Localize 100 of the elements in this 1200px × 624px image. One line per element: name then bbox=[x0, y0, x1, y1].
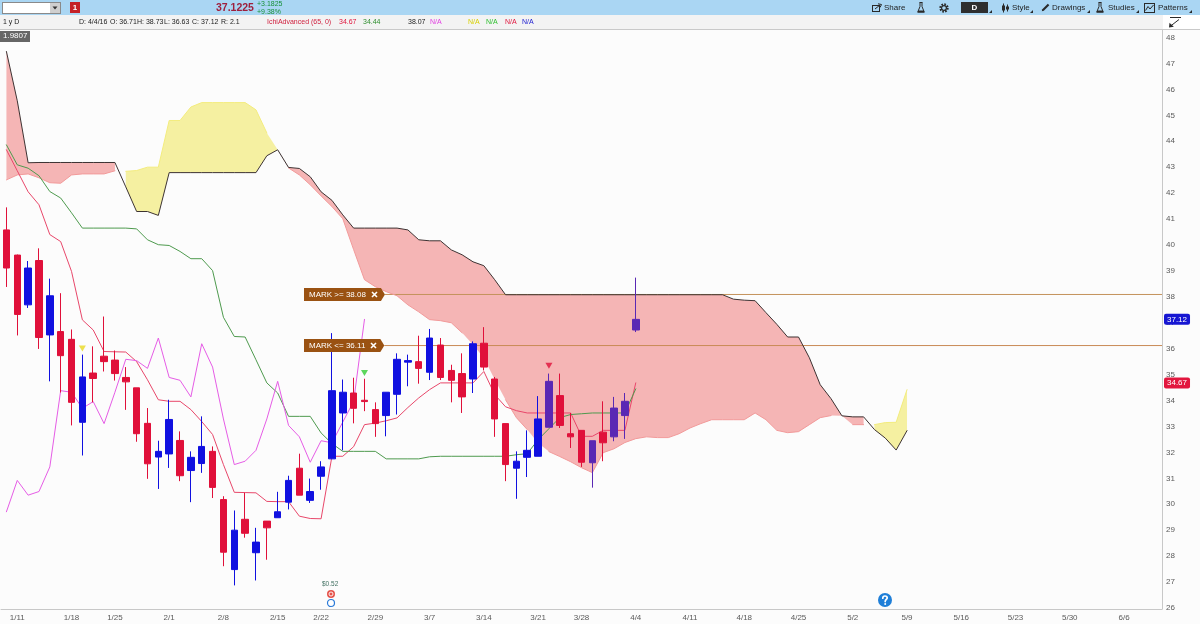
x-tick-label: 4/11 bbox=[682, 612, 699, 622]
y-tick-label: 40 bbox=[1166, 240, 1176, 250]
text: Drawings bbox=[1052, 2, 1086, 13]
candlestick bbox=[578, 429, 585, 468]
candlestick bbox=[502, 423, 509, 482]
candlestick bbox=[545, 373, 553, 428]
y-tick-label: 46 bbox=[1166, 84, 1176, 94]
y-tick-label: 36 bbox=[1166, 343, 1176, 353]
candlestick bbox=[68, 328, 75, 426]
candlestick bbox=[209, 445, 216, 499]
x-tick-label: 5/9 bbox=[901, 612, 914, 622]
x-tick-label: 2/29 bbox=[367, 612, 384, 622]
text: 1 bbox=[70, 2, 80, 13]
candlestick bbox=[241, 492, 249, 539]
candlestick bbox=[252, 527, 260, 581]
x-tick-label: 5/2 bbox=[847, 612, 859, 622]
y-tick-label: 48 bbox=[1166, 32, 1176, 42]
x-tick-label: 5/23 bbox=[1007, 612, 1024, 622]
y-tick-label: 29 bbox=[1166, 525, 1176, 535]
candlestick bbox=[382, 391, 390, 437]
candlestick bbox=[89, 345, 97, 403]
candlestick bbox=[100, 316, 108, 372]
candlestick bbox=[79, 354, 86, 456]
candlestick bbox=[361, 378, 368, 412]
y-tick-label: 31 bbox=[1166, 473, 1176, 483]
ref-line-label: MARK <= 36.11 bbox=[309, 341, 366, 351]
candlestick bbox=[24, 260, 32, 309]
candlestick bbox=[567, 412, 574, 449]
text: D bbox=[961, 2, 988, 13]
text: 37.1225 bbox=[216, 0, 254, 14]
annotation: 1.9807 bbox=[0, 31, 31, 42]
x-tick-label: 6/6 bbox=[1118, 612, 1131, 622]
y-tick-label: 28 bbox=[1166, 551, 1176, 561]
candlestick bbox=[523, 429, 531, 478]
candlestick bbox=[393, 352, 401, 416]
annotation: 37.12 bbox=[1167, 314, 1188, 324]
candlestick bbox=[14, 254, 21, 336]
candlestick bbox=[111, 349, 119, 382]
candlestick bbox=[480, 326, 488, 371]
candlestick bbox=[317, 460, 325, 491]
text: Style bbox=[1012, 2, 1030, 13]
text: Studies bbox=[1108, 2, 1135, 13]
candlestick bbox=[263, 520, 271, 561]
x-tick-label: 2/15 bbox=[269, 612, 287, 622]
line-series bbox=[5, 318, 365, 513]
y-tick-label: 33 bbox=[1166, 421, 1176, 431]
x-tick-label: 2/22 bbox=[313, 612, 330, 622]
x-tick-label: 1/18 bbox=[63, 612, 80, 622]
y-tick-label: 43 bbox=[1166, 162, 1176, 172]
candlestick bbox=[285, 475, 292, 510]
candlestick bbox=[534, 395, 542, 457]
candlestick bbox=[187, 450, 195, 503]
candlestick bbox=[35, 247, 43, 350]
y-tick-label: 34 bbox=[1166, 395, 1176, 405]
candlestick bbox=[589, 440, 596, 489]
x-tick-label: 1/11 bbox=[9, 612, 26, 622]
candlestick bbox=[133, 387, 140, 443]
point bbox=[360, 370, 368, 377]
candlestick bbox=[458, 352, 466, 414]
candlestick bbox=[46, 278, 54, 382]
point bbox=[78, 345, 86, 352]
candlestick bbox=[469, 340, 477, 394]
candlestick bbox=[339, 379, 347, 451]
candlestick bbox=[155, 440, 162, 490]
candlestick bbox=[632, 277, 640, 333]
y-tick-label: 30 bbox=[1166, 499, 1176, 509]
candlestick bbox=[144, 407, 151, 480]
candlestick bbox=[198, 415, 205, 474]
x-tick-label: 1/25 bbox=[107, 612, 124, 622]
candlestick bbox=[220, 495, 227, 567]
y-tick-label: 32 bbox=[1166, 447, 1176, 457]
annotation: 34.67 bbox=[1167, 378, 1188, 388]
x-tick-label: 3/28 bbox=[573, 612, 590, 622]
x-tick-label: 3/14 bbox=[476, 612, 493, 622]
x-tick-label: 2/8 bbox=[217, 612, 230, 622]
candlestick bbox=[491, 376, 498, 438]
candlestick bbox=[415, 335, 422, 385]
candlestick bbox=[231, 509, 238, 586]
y-tick-label: 41 bbox=[1166, 214, 1176, 224]
candlestick bbox=[621, 392, 629, 440]
candlestick bbox=[437, 337, 444, 381]
y-tick-label: 35 bbox=[1166, 369, 1176, 379]
candlestick bbox=[372, 401, 379, 438]
x-tick-label: 4/4 bbox=[630, 612, 642, 622]
candlestick bbox=[165, 399, 173, 469]
x-tick-label: 3/7 bbox=[424, 612, 436, 622]
candlestick bbox=[556, 373, 564, 429]
x-tick-label: 4/25 bbox=[790, 612, 807, 622]
text: Share bbox=[884, 2, 906, 13]
candlestick bbox=[599, 400, 607, 462]
ref-line-label: MARK >= 38.08 bbox=[309, 289, 367, 299]
line-series bbox=[5, 149, 637, 520]
candlestick bbox=[57, 292, 64, 393]
candlestick bbox=[350, 377, 357, 424]
x-tick-label: 2/1 bbox=[163, 612, 176, 622]
text: Patterns bbox=[1158, 2, 1188, 13]
x-tick-label: 4/18 bbox=[736, 612, 753, 622]
x-tick-label: 5/30 bbox=[1061, 612, 1079, 622]
y-tick-label: 27 bbox=[1166, 577, 1176, 587]
candlestick bbox=[306, 478, 314, 504]
